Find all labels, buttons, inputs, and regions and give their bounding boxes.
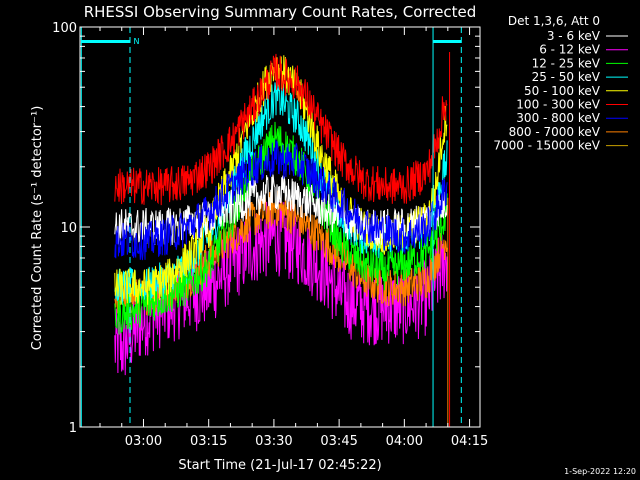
x-tick-label-4: 04:00 — [386, 434, 423, 449]
x-tick-label-3: 03:45 — [320, 434, 357, 449]
axis-layer: 03:00 03:15 03:30 03:45 04:00 04:15 1 10 100 — [52, 21, 488, 449]
series-line-5 — [114, 53, 448, 206]
x-tick-label-0: 03:00 — [125, 434, 162, 449]
night-marker-label: N — [133, 37, 139, 46]
y-tick-label-1: 10 — [60, 221, 77, 236]
cyan-bar-right — [433, 40, 462, 43]
x-tick-label-5: 04:15 — [451, 434, 488, 449]
legend-label-1: 6 - 12 keV — [539, 43, 601, 57]
x-tick-label-2: 03:30 — [255, 434, 292, 449]
legend-label-8: 7000 - 15000 keV — [493, 139, 600, 153]
series-line-6 — [114, 139, 448, 261]
legend-title: Det 1,3,6, Att 0 — [508, 14, 600, 28]
chart-title: RHESSI Observing Summary Count Rates, Co… — [84, 3, 477, 21]
cyan-bar-left — [81, 40, 130, 43]
x-axis-label: Start Time (21-Jul-17 02:45:22) — [178, 458, 381, 473]
y-tick-label-0: 1 — [69, 421, 77, 436]
y-axis-label: Corrected Count Rate (s⁻¹ detector⁻¹) — [30, 106, 45, 351]
y-tick-label-2: 100 — [52, 21, 77, 36]
series-line-0 — [114, 173, 448, 246]
x-tick-label-1: 03:15 — [190, 434, 227, 449]
legend-label-4: 50 - 100 keV — [524, 84, 601, 98]
legend-label-5: 100 - 300 keV — [516, 98, 600, 112]
legend-label-3: 25 - 50 keV — [532, 70, 601, 84]
legend-label-7: 800 - 7000 keV — [509, 125, 601, 139]
generated-timestamp: 1-Sep-2022 12:20 — [564, 467, 636, 476]
legend-label-0: 3 - 6 keV — [547, 29, 601, 43]
legend-label-6: 300 - 800 keV — [516, 111, 600, 125]
legend-label-2: 12 - 25 keV — [532, 56, 601, 70]
series-layer — [114, 51, 451, 427]
